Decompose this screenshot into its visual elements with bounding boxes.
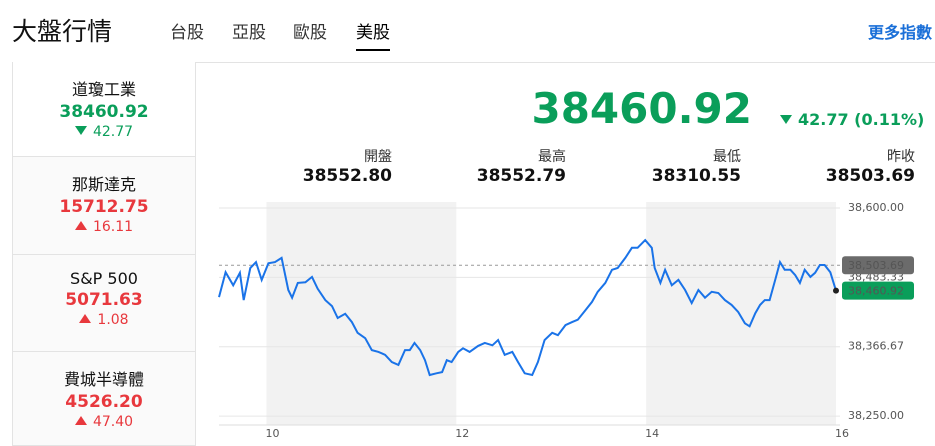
stat-value: 38552.80 bbox=[302, 166, 392, 186]
arrow-icon bbox=[74, 221, 87, 230]
x-tick-label: 14 bbox=[645, 427, 659, 440]
stat-value: 38552.79 bbox=[476, 166, 566, 186]
y-tick-label: 38,250.00 bbox=[848, 409, 904, 422]
arrow-icon bbox=[79, 314, 92, 323]
stat-label: 最低 bbox=[713, 149, 741, 165]
index-change: 47.40 bbox=[13, 414, 195, 430]
tab[interactable]: 亞股 bbox=[232, 23, 266, 43]
x-tick-label: 16 bbox=[835, 427, 849, 440]
tab[interactable]: 台股 bbox=[170, 23, 204, 43]
reference-label: 38,503.69 bbox=[848, 259, 904, 272]
reference-label-box bbox=[842, 256, 914, 275]
divider bbox=[12, 62, 935, 63]
y-tick-label: 38,366.67 bbox=[848, 340, 904, 353]
last-label-box bbox=[842, 281, 914, 300]
stat-label: 昨收 bbox=[887, 149, 915, 165]
index-item[interactable]: 道瓊工業 38460.92 42.77 bbox=[12, 62, 196, 157]
change-text: 42.77 (0.11%) bbox=[798, 110, 925, 129]
stat-label: 最高 bbox=[538, 149, 566, 165]
tab[interactable]: 美股 bbox=[356, 18, 390, 51]
index-value: 38460.92 bbox=[59, 102, 149, 122]
index-item[interactable]: 費城半導體 4526.20 47.40 bbox=[12, 352, 196, 446]
index-name: S&P 500 bbox=[70, 269, 138, 288]
quote-price: 38460.92 bbox=[531, 84, 752, 133]
change-text: 1.08 bbox=[97, 312, 129, 328]
last-point bbox=[833, 287, 839, 294]
index-item[interactable]: 那斯達克 15712.75 16.11 bbox=[12, 157, 196, 255]
stat-value: 38310.55 bbox=[651, 166, 741, 186]
last-label: 38,460.92 bbox=[848, 285, 904, 298]
index-change: 16.11 bbox=[13, 219, 195, 235]
more-link[interactable]: 更多指數 bbox=[868, 23, 933, 42]
index-change: 1.08 bbox=[13, 312, 195, 328]
price-line bbox=[218, 238, 837, 377]
index-name: 道瓊工業 bbox=[71, 80, 136, 99]
change-text: 16.11 bbox=[92, 219, 134, 235]
shaded-band bbox=[646, 202, 836, 425]
stat-label: 開盤 bbox=[364, 149, 392, 165]
change-text: 42.77 bbox=[92, 124, 134, 140]
index-change: 42.77 bbox=[13, 124, 195, 140]
quote-change: 42.77 (0.11%) bbox=[780, 110, 924, 129]
x-tick-label: 10 bbox=[265, 427, 279, 440]
index-item[interactable]: S&P 500 5071.63 1.08 bbox=[12, 255, 196, 352]
arrow-icon bbox=[780, 115, 792, 124]
index-name: 費城半導體 bbox=[63, 370, 144, 389]
index-value: 5071.63 bbox=[65, 290, 143, 310]
page-title: 大盤行情 bbox=[12, 17, 113, 46]
shaded-band bbox=[266, 202, 457, 425]
arrow-icon bbox=[74, 416, 87, 425]
index-value: 15712.75 bbox=[59, 197, 149, 217]
arrow-icon bbox=[74, 126, 87, 135]
change-text: 47.40 bbox=[92, 414, 134, 430]
stat-value: 38503.69 bbox=[825, 166, 915, 186]
x-tick-label: 12 bbox=[455, 427, 469, 440]
index-name: 那斯達克 bbox=[71, 175, 136, 194]
tab[interactable]: 歐股 bbox=[293, 23, 327, 43]
index-value: 4526.20 bbox=[65, 392, 143, 412]
y-tick-label: 38,600.00 bbox=[848, 201, 904, 214]
